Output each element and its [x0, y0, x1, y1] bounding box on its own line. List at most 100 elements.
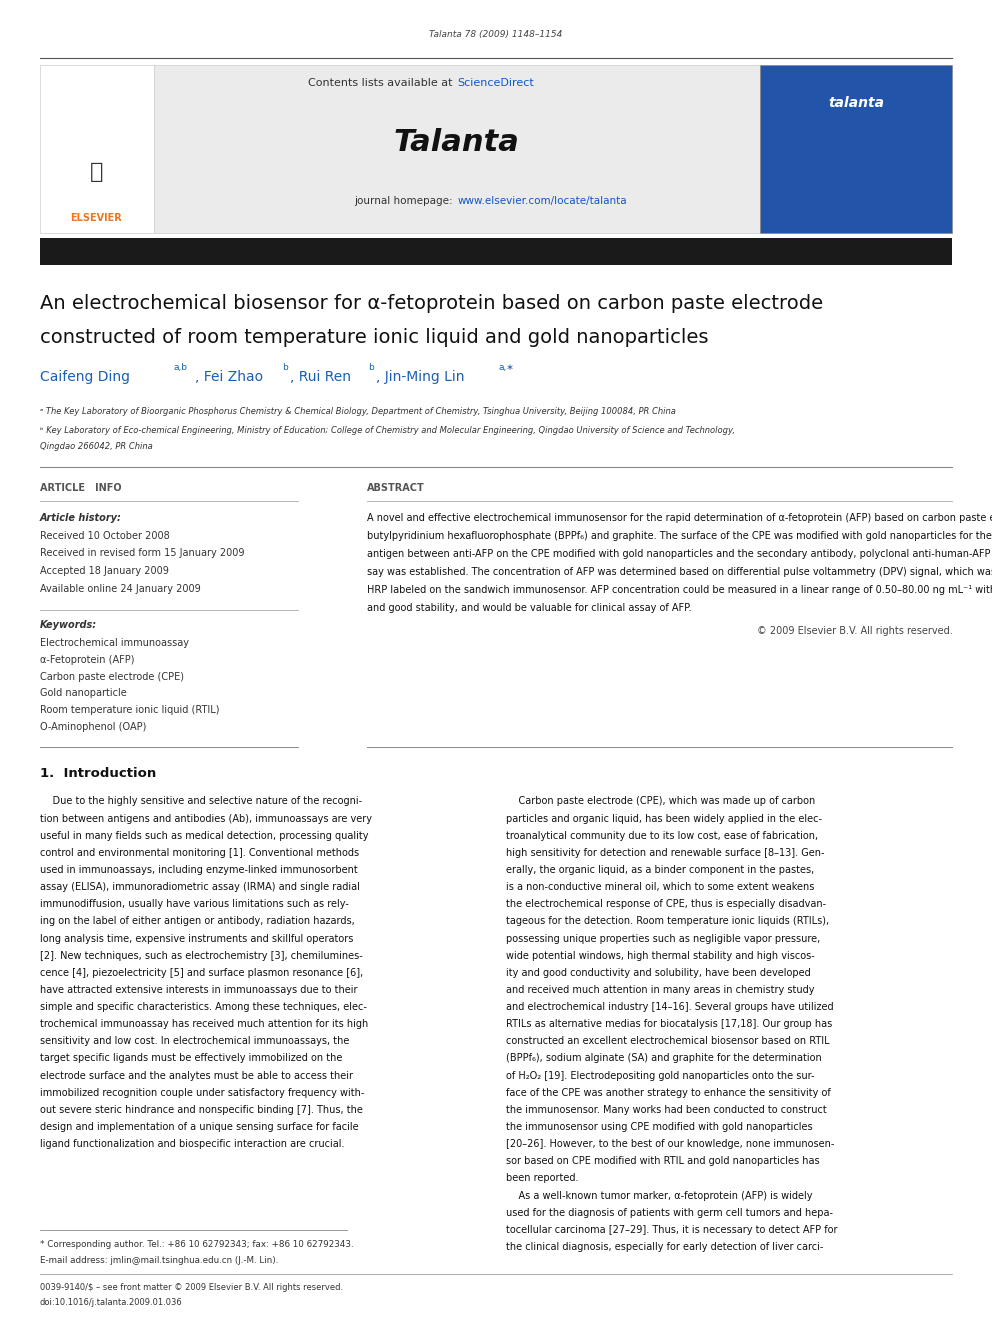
Text: , Fei Zhao: , Fei Zhao: [195, 370, 264, 384]
Text: the electrochemical response of CPE, thus is especially disadvan-: the electrochemical response of CPE, thu…: [506, 900, 826, 909]
Text: ity and good conductivity and solubility, have been developed: ity and good conductivity and solubility…: [506, 968, 810, 978]
Text: particles and organic liquid, has been widely applied in the elec-: particles and organic liquid, has been w…: [506, 814, 822, 824]
Text: immobilized recognition couple under satisfactory frequency with-: immobilized recognition couple under sat…: [40, 1088, 364, 1098]
Text: out severe steric hindrance and nonspecific binding [7]. Thus, the: out severe steric hindrance and nonspeci…: [40, 1105, 362, 1115]
FancyBboxPatch shape: [40, 238, 952, 265]
Text: possessing unique properties such as negligible vapor pressure,: possessing unique properties such as neg…: [506, 934, 820, 943]
Text: target specific ligands must be effectively immobilized on the: target specific ligands must be effectiv…: [40, 1053, 342, 1064]
Text: say was established. The concentration of AFP was determined based on differenti: say was established. The concentration o…: [367, 566, 992, 577]
Text: is a non-conductive mineral oil, which to some extent weakens: is a non-conductive mineral oil, which t…: [506, 882, 814, 892]
Text: used for the diagnosis of patients with germ cell tumors and hepa-: used for the diagnosis of patients with …: [506, 1208, 833, 1217]
Text: Room temperature ionic liquid (RTIL): Room temperature ionic liquid (RTIL): [40, 705, 219, 716]
Text: As a well-known tumor marker, α-fetoprotein (AFP) is widely: As a well-known tumor marker, α-fetoprot…: [506, 1191, 812, 1200]
Text: A novel and effective electrochemical immunosensor for the rapid determination o: A novel and effective electrochemical im…: [367, 513, 992, 524]
Text: tion between antigens and antibodies (Ab), immunoassays are very: tion between antigens and antibodies (Ab…: [40, 814, 372, 824]
Text: An electrochemical biosensor for α-fetoprotein based on carbon paste electrode: An electrochemical biosensor for α-fetop…: [40, 294, 822, 312]
Text: Received 10 October 2008: Received 10 October 2008: [40, 531, 170, 541]
Text: b: b: [282, 364, 288, 372]
Text: sensitivity and low cost. In electrochemical immunoassays, the: sensitivity and low cost. In electrochem…: [40, 1036, 349, 1046]
Text: useful in many fields such as medical detection, processing quality: useful in many fields such as medical de…: [40, 831, 368, 840]
Text: Qingdao 266042, PR China: Qingdao 266042, PR China: [40, 442, 153, 451]
Text: used in immunoassays, including enzyme-linked immunosorbent: used in immunoassays, including enzyme-l…: [40, 865, 357, 875]
Text: simple and specific characteristics. Among these techniques, elec-: simple and specific characteristics. Amo…: [40, 1002, 367, 1012]
FancyBboxPatch shape: [154, 65, 760, 233]
Text: immunodiffusion, usually have various limitations such as rely-: immunodiffusion, usually have various li…: [40, 900, 348, 909]
FancyBboxPatch shape: [40, 65, 154, 233]
Text: Keywords:: Keywords:: [40, 620, 97, 631]
Text: (BPPf₆), sodium alginate (SA) and graphite for the determination: (BPPf₆), sodium alginate (SA) and graphi…: [506, 1053, 821, 1064]
Text: troanalytical community due to its low cost, ease of fabrication,: troanalytical community due to its low c…: [506, 831, 818, 840]
Text: © 2009 Elsevier B.V. All rights reserved.: © 2009 Elsevier B.V. All rights reserved…: [757, 626, 952, 636]
Text: Gold nanoparticle: Gold nanoparticle: [40, 688, 126, 699]
Text: , Rui Ren: , Rui Ren: [290, 370, 350, 384]
Text: the clinical diagnosis, especially for early detection of liver carci-: the clinical diagnosis, especially for e…: [506, 1242, 823, 1252]
Text: electrode surface and the analytes must be able to access their: electrode surface and the analytes must …: [40, 1070, 353, 1081]
Text: and good stability, and would be valuable for clinical assay of AFP.: and good stability, and would be valuabl…: [367, 602, 691, 613]
Text: have attracted extensive interests in immunoassays due to their: have attracted extensive interests in im…: [40, 984, 357, 995]
Text: and electrochemical industry [14–16]. Several groups have utilized: and electrochemical industry [14–16]. Se…: [506, 1002, 833, 1012]
Text: talanta: talanta: [828, 97, 884, 110]
Text: Caifeng Ding: Caifeng Ding: [40, 370, 130, 384]
Text: ABSTRACT: ABSTRACT: [367, 483, 425, 493]
Text: RTILs as alternative medias for biocatalysis [17,18]. Our group has: RTILs as alternative medias for biocatal…: [506, 1019, 832, 1029]
Text: a,b: a,b: [174, 364, 187, 372]
Text: Talanta: Talanta: [394, 128, 519, 157]
Text: Electrochemical immunoassay: Electrochemical immunoassay: [40, 638, 188, 648]
Text: tageous for the detection. Room temperature ionic liquids (RTILs),: tageous for the detection. Room temperat…: [506, 917, 829, 926]
Text: constructed an excellent electrochemical biosensor based on RTIL: constructed an excellent electrochemical…: [506, 1036, 829, 1046]
Text: butylpyridinium hexafluorophosphate (BPPf₆) and graphite. The surface of the CPE: butylpyridinium hexafluorophosphate (BPP…: [367, 531, 992, 541]
Text: cence [4], piezoelectricity [5] and surface plasmon resonance [6],: cence [4], piezoelectricity [5] and surf…: [40, 968, 363, 978]
Text: Received in revised form 15 January 2009: Received in revised form 15 January 2009: [40, 549, 244, 558]
Text: ELSEVIER: ELSEVIER: [70, 213, 122, 224]
Text: erally, the organic liquid, as a binder component in the pastes,: erally, the organic liquid, as a binder …: [506, 865, 814, 875]
Text: * Corresponding author. Tel.: +86 10 62792343; fax: +86 10 62792343.: * Corresponding author. Tel.: +86 10 627…: [40, 1240, 353, 1249]
Text: Available online 24 January 2009: Available online 24 January 2009: [40, 585, 200, 594]
Text: 0039-9140/$ – see front matter © 2009 Elsevier B.V. All rights reserved.: 0039-9140/$ – see front matter © 2009 El…: [40, 1283, 343, 1293]
Text: high sensitivity for detection and renewable surface [8–13]. Gen-: high sensitivity for detection and renew…: [506, 848, 824, 857]
Text: Carbon paste electrode (CPE), which was made up of carbon: Carbon paste electrode (CPE), which was …: [506, 796, 815, 807]
Text: Talanta 78 (2009) 1148–1154: Talanta 78 (2009) 1148–1154: [430, 30, 562, 38]
Text: of H₂O₂ [19]. Electrodepositing gold nanoparticles onto the sur-: of H₂O₂ [19]. Electrodepositing gold nan…: [506, 1070, 814, 1081]
Text: antigen between anti-AFP on the CPE modified with gold nanoparticles and the sec: antigen between anti-AFP on the CPE modi…: [367, 549, 992, 560]
Text: HRP labeled on the sandwich immunosensor. AFP concentration could be measured in: HRP labeled on the sandwich immunosensor…: [367, 585, 992, 595]
Text: ing on the label of either antigen or antibody, radiation hazards,: ing on the label of either antigen or an…: [40, 917, 354, 926]
Text: Accepted 18 January 2009: Accepted 18 January 2009: [40, 566, 169, 577]
Text: journal homepage:: journal homepage:: [354, 196, 456, 206]
Text: control and environmental monitoring [1]. Conventional methods: control and environmental monitoring [1]…: [40, 848, 359, 857]
Text: constructed of room temperature ionic liquid and gold nanoparticles: constructed of room temperature ionic li…: [40, 328, 708, 347]
Text: 1.  Introduction: 1. Introduction: [40, 767, 156, 781]
FancyBboxPatch shape: [760, 65, 952, 233]
Text: trochemical immunoassay has received much attention for its high: trochemical immunoassay has received muc…: [40, 1019, 368, 1029]
Text: the immunosensor. Many works had been conducted to construct: the immunosensor. Many works had been co…: [506, 1105, 826, 1115]
Text: b: b: [368, 364, 374, 372]
Text: [2]. New techniques, such as electrochemistry [3], chemilumines-: [2]. New techniques, such as electrochem…: [40, 951, 362, 960]
Text: [20–26]. However, to the best of our knowledge, none immunosen-: [20–26]. However, to the best of our kno…: [506, 1139, 834, 1150]
Text: Carbon paste electrode (CPE): Carbon paste electrode (CPE): [40, 672, 184, 681]
Text: long analysis time, expensive instruments and skillful operators: long analysis time, expensive instrument…: [40, 934, 353, 943]
Text: tocellular carcinoma [27–29]. Thus, it is necessary to detect AFP for: tocellular carcinoma [27–29]. Thus, it i…: [506, 1225, 837, 1234]
Text: Contents lists available at: Contents lists available at: [309, 78, 456, 89]
Text: assay (ELISA), immunoradiometric assay (IRMA) and single radial: assay (ELISA), immunoradiometric assay (…: [40, 882, 359, 892]
Text: been reported.: been reported.: [506, 1174, 578, 1183]
Text: ᵃ The Key Laboratory of Bioorganic Phosphorus Chemistry & Chemical Biology, Depa: ᵃ The Key Laboratory of Bioorganic Phosp…: [40, 407, 676, 417]
Text: sor based on CPE modified with RTIL and gold nanoparticles has: sor based on CPE modified with RTIL and …: [506, 1156, 819, 1167]
Text: E-mail address: jmlin@mail.tsinghua.edu.cn (J.-M. Lin).: E-mail address: jmlin@mail.tsinghua.edu.…: [40, 1256, 278, 1265]
Text: Due to the highly sensitive and selective nature of the recogni-: Due to the highly sensitive and selectiv…: [40, 796, 362, 807]
Text: design and implementation of a unique sensing surface for facile: design and implementation of a unique se…: [40, 1122, 358, 1132]
Text: face of the CPE was another strategy to enhance the sensitivity of: face of the CPE was another strategy to …: [506, 1088, 830, 1098]
Text: α-Fetoprotein (AFP): α-Fetoprotein (AFP): [40, 655, 134, 664]
Text: O-Aminophenol (OAP): O-Aminophenol (OAP): [40, 722, 146, 733]
Text: wide potential windows, high thermal stability and high viscos-: wide potential windows, high thermal sta…: [506, 951, 814, 960]
Text: ScienceDirect: ScienceDirect: [457, 78, 534, 89]
Text: Article history:: Article history:: [40, 513, 122, 524]
Text: 🌳: 🌳: [89, 161, 103, 183]
Text: a,∗: a,∗: [499, 364, 515, 372]
Text: , Jin-Ming Lin: , Jin-Ming Lin: [376, 370, 464, 384]
Text: www.elsevier.com/locate/talanta: www.elsevier.com/locate/talanta: [457, 196, 627, 206]
Text: ARTICLE   INFO: ARTICLE INFO: [40, 483, 121, 493]
Text: the immunosensor using CPE modified with gold nanoparticles: the immunosensor using CPE modified with…: [506, 1122, 812, 1132]
Text: ᵇ Key Laboratory of Eco-chemical Engineering, Ministry of Education; College of : ᵇ Key Laboratory of Eco-chemical Enginee…: [40, 426, 735, 435]
Text: doi:10.1016/j.talanta.2009.01.036: doi:10.1016/j.talanta.2009.01.036: [40, 1298, 183, 1307]
Text: and received much attention in many areas in chemistry study: and received much attention in many area…: [506, 984, 814, 995]
Text: ligand functionalization and biospecific interaction are crucial.: ligand functionalization and biospecific…: [40, 1139, 344, 1150]
